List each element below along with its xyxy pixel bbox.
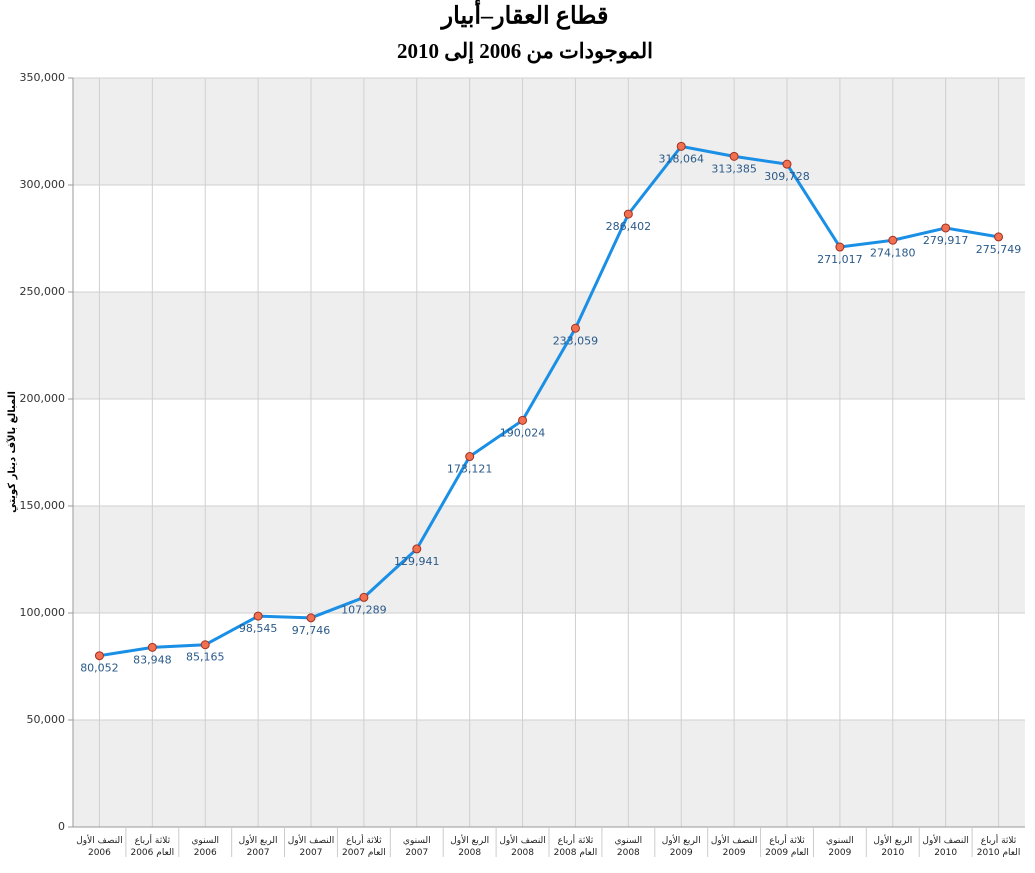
data-point (994, 232, 1004, 242)
x-tick-label: النصف الأول 2007 (288, 834, 334, 858)
y-tick-label: 250,000 (20, 285, 66, 298)
data-point (518, 415, 528, 425)
plot-background (73, 78, 1025, 827)
data-point (253, 611, 263, 621)
x-tick-label: الربع الأول 2007 (239, 834, 278, 858)
y-tick-label: 200,000 (20, 392, 66, 405)
y-tick-label: 300,000 (20, 178, 66, 191)
data-label: 274,180 (870, 246, 916, 259)
y-tick-label: 50,000 (27, 713, 66, 726)
data-label: 233,059 (553, 334, 599, 347)
data-label: 107,289 (341, 603, 387, 616)
x-tick-label: ثلاثة أرباع العام 2010 (977, 834, 1021, 858)
data-point (306, 613, 316, 623)
data-label: 313,385 (711, 162, 757, 175)
x-tick-label: ثلاثة أرباع العام 2007 (342, 834, 386, 858)
data-label: 80,052 (80, 662, 119, 675)
data-label: 190,024 (500, 426, 546, 439)
y-tick-label: 350,000 (20, 71, 66, 84)
data-label: 309,728 (764, 170, 810, 183)
data-label: 271,017 (817, 253, 863, 266)
grid-band (73, 506, 1025, 613)
y-tick-label: 0 (58, 820, 65, 833)
y-axis-label: المبالغ بالآف دينار كويتي (6, 391, 18, 513)
data-point (570, 323, 580, 333)
grid (73, 77, 1025, 828)
x-tick-label: السنوي 2006 (191, 836, 219, 858)
x-tick-label: الربع الأول 2010 (873, 834, 912, 858)
y-tick-label: 100,000 (20, 606, 66, 619)
x-tick-label: السنوي 2007 (403, 836, 431, 858)
x-tick-label: ثلاثة أرباع العام 2009 (765, 834, 809, 858)
grid-band (73, 292, 1025, 399)
x-tick-label: النصف الأول 2009 (711, 834, 757, 858)
data-label: 286,402 (606, 220, 652, 233)
data-point (729, 151, 739, 161)
x-tick-label: الربع الأول 2009 (662, 834, 701, 858)
data-label: 129,941 (394, 555, 440, 568)
data-label: 318,064 (658, 152, 704, 165)
data-point (200, 640, 210, 650)
data-point (465, 452, 475, 462)
data-point (147, 642, 157, 652)
x-tick-label: النصف الأول 2010 (922, 834, 968, 858)
x-tick-label: ثلاثة أرباع العام 2006 (130, 834, 174, 858)
data-point (782, 159, 792, 169)
data-point (941, 223, 951, 233)
x-tick-label: الربع الأول 2008 (450, 834, 489, 858)
grid-band (73, 720, 1025, 827)
data-point (888, 235, 898, 245)
y-tick-label: 150,000 (20, 499, 66, 512)
x-tick-label: النصف الأول 2006 (76, 834, 122, 858)
data-label: 275,749 (976, 243, 1022, 256)
data-label: 85,165 (186, 651, 225, 664)
data-label: 98,545 (239, 622, 278, 635)
x-tick-label: السنوي 2008 (614, 836, 642, 858)
data-point (676, 141, 686, 151)
data-point (94, 651, 104, 661)
x-tick-label: النصف الأول 2008 (499, 834, 545, 858)
data-label: 83,948 (133, 653, 172, 666)
data-line (99, 144, 999, 658)
data-point (412, 544, 422, 554)
data-label: 279,917 (923, 234, 969, 247)
x-tick-label: ثلاثة أرباع العام 2008 (554, 834, 598, 858)
x-tick-label: السنوي 2009 (826, 836, 854, 858)
data-point (835, 242, 845, 252)
grid-band (73, 78, 1025, 185)
data-point (623, 209, 633, 219)
data-point (359, 592, 369, 602)
data-label: 173,121 (447, 463, 493, 476)
chart-subtitle: الموجودات من 2006 إلى 2010 (397, 39, 653, 64)
data-label: 97,746 (292, 624, 331, 637)
chart-title: قطاع العقار–أبيار (440, 0, 609, 31)
